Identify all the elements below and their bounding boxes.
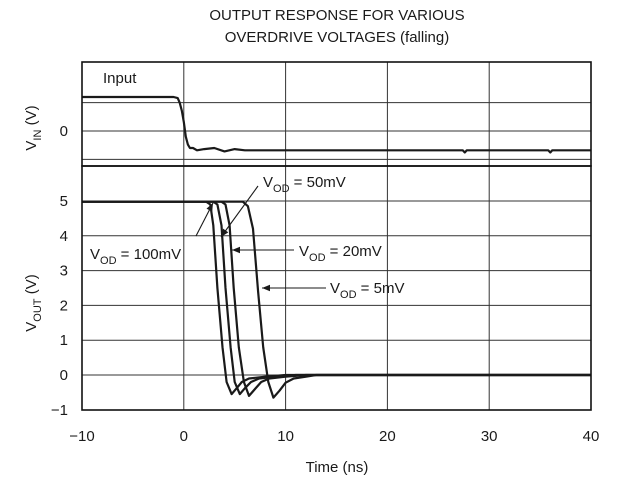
chart-title-line: OUTPUT RESPONSE FOR VARIOUS bbox=[209, 7, 464, 24]
vod-annotation-label: VOD = 5mV bbox=[330, 280, 404, 301]
y-tick-label-vin: 0 bbox=[60, 123, 68, 140]
x-tick-label: 0 bbox=[180, 428, 188, 445]
y-tick-label-vout: 0 bbox=[60, 367, 68, 384]
input-label: Input bbox=[103, 70, 137, 87]
y-tick-label-vout: 1 bbox=[60, 332, 68, 349]
panel-frame-vout bbox=[81, 165, 592, 411]
grid-lines bbox=[82, 62, 591, 410]
x-tick-label: 10 bbox=[277, 428, 294, 445]
vod-annotation-label: VOD = 20mV bbox=[299, 243, 382, 264]
input-trace bbox=[82, 95, 591, 154]
annotation-arrowhead bbox=[232, 246, 240, 254]
chart-title-line: OVERDRIVE VOLTAGES (falling) bbox=[225, 29, 450, 46]
vod-annotation-label: VOD = 100mV bbox=[90, 246, 181, 267]
annotation-arrowhead bbox=[262, 284, 270, 292]
annotation-arrowhead bbox=[221, 228, 229, 237]
x-tick-label: 20 bbox=[379, 428, 396, 445]
vod-annotation-label: VOD = 50mV bbox=[263, 174, 346, 195]
trace-group bbox=[82, 95, 591, 399]
y-axis-title-vout: VOUT (V) bbox=[23, 274, 44, 331]
panel-frames bbox=[81, 61, 592, 411]
trace-vod-50mv bbox=[82, 200, 591, 396]
trace-vod-5mv bbox=[82, 200, 591, 399]
x-axis-title: Time (ns) bbox=[306, 459, 369, 476]
x-tick-label: −10 bbox=[69, 428, 94, 445]
annotation-leaders bbox=[195, 185, 326, 292]
y-tick-label-vout: 4 bbox=[60, 228, 68, 245]
annotation-arrowhead bbox=[206, 203, 213, 212]
y-tick-label-vout: −1 bbox=[51, 402, 68, 419]
y-tick-label-vout: 3 bbox=[60, 263, 68, 280]
x-tick-label: 40 bbox=[583, 428, 600, 445]
trace-vod-100mv bbox=[82, 200, 591, 396]
trace-vod-20mv bbox=[82, 200, 591, 397]
annotation-leader-line bbox=[220, 185, 259, 238]
y-tick-label-vout: 5 bbox=[60, 193, 68, 210]
y-tick-label-vout: 2 bbox=[60, 297, 68, 314]
x-tick-label: 30 bbox=[481, 428, 498, 445]
y-axis-title-vin: VIN (V) bbox=[23, 105, 44, 150]
